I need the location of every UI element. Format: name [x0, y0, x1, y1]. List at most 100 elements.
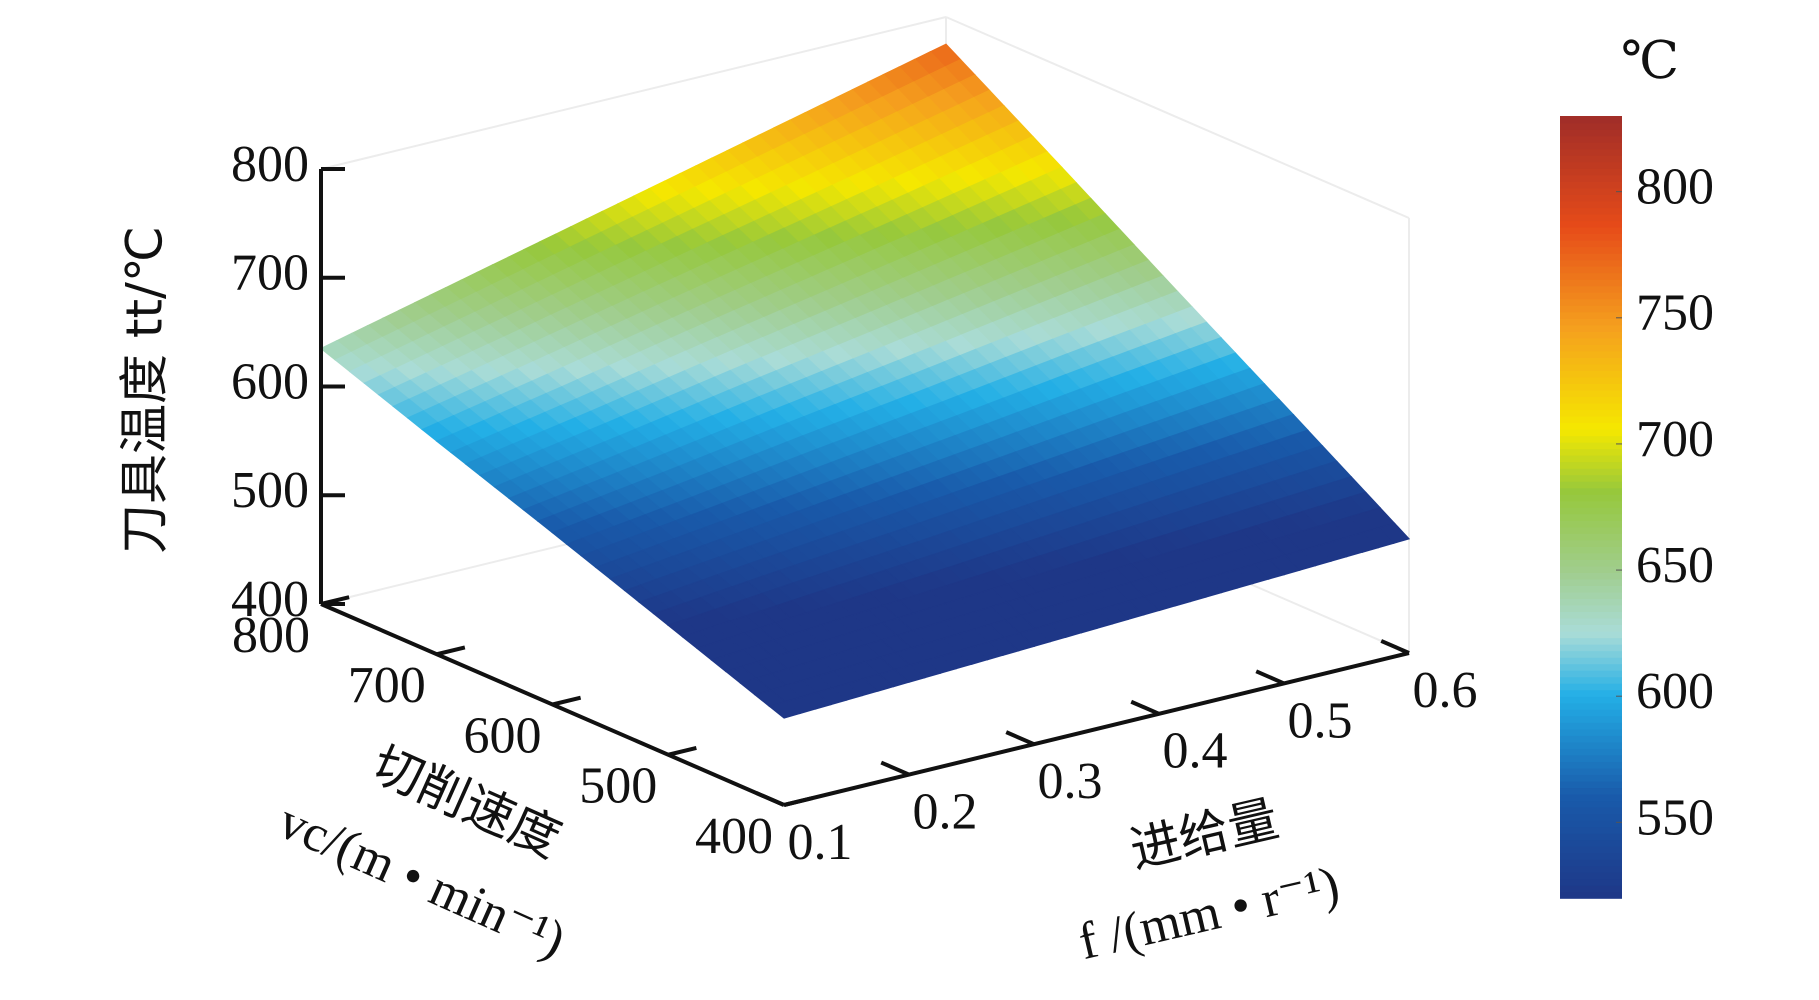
surface [319, 43, 1411, 719]
colorbar-strip [1560, 415, 1622, 424]
colorbar-tick-label: 800 [1636, 159, 1714, 216]
colorbar-strip [1560, 331, 1622, 339]
colorbar-strip [1560, 291, 1622, 300]
y-tick-label: 700 [348, 657, 426, 714]
colorbar-strip [1560, 819, 1622, 828]
y-tick [320, 595, 350, 606]
colorbar-strip [1560, 871, 1622, 880]
colorbar-strip [1560, 226, 1622, 235]
y-tick-label: 500 [579, 758, 657, 815]
x-tick-label: 0.6 [1413, 662, 1478, 719]
colorbar-strip [1560, 357, 1622, 365]
x-tick-label: 0.5 [1288, 692, 1353, 749]
colorbar-strip [1560, 695, 1622, 704]
colorbar-strip [1560, 135, 1622, 143]
colorbar-strip [1560, 285, 1622, 293]
colorbar-strip [1560, 826, 1622, 834]
x-tick [1380, 639, 1410, 655]
colorbar-strip [1560, 617, 1622, 626]
colorbar-strip [1560, 454, 1622, 463]
colorbar-strip [1560, 252, 1622, 261]
x-tick-label: 0.2 [913, 784, 978, 841]
y-tick-label: 400 [695, 808, 773, 865]
colorbar-strip [1560, 389, 1622, 398]
colorbar-strip [1560, 435, 1622, 443]
colorbar-strip [1560, 441, 1622, 450]
colorbar-strip [1560, 604, 1622, 613]
colorbar-strip [1560, 402, 1622, 411]
colorbar-strip [1560, 598, 1622, 606]
colorbar-strip [1560, 155, 1622, 163]
colorbar-strip [1560, 448, 1622, 456]
colorbar-tick-label: 750 [1636, 285, 1714, 342]
colorbar-strip [1560, 663, 1622, 671]
colorbar-strip [1560, 428, 1622, 437]
colorbar-strip [1560, 552, 1622, 560]
colorbar-strip [1560, 546, 1622, 554]
x-tick [1005, 730, 1035, 747]
colorbar-strip [1560, 559, 1622, 567]
y-tick-label: 800 [232, 607, 310, 664]
colorbar-strip [1560, 611, 1622, 619]
colorbar-strip [1560, 630, 1622, 639]
x-tick-label: 0.1 [788, 814, 853, 871]
colorbar-strip [1560, 200, 1622, 209]
colorbar-strip [1560, 643, 1622, 652]
colorbar-strip [1560, 839, 1622, 847]
colorbar-strip [1560, 142, 1622, 150]
colorbar-strip [1560, 174, 1622, 182]
z-tick-label: 500 [231, 462, 309, 519]
colorbar-strip [1560, 194, 1622, 202]
colorbar-strip [1560, 650, 1622, 658]
colorbar-strip [1560, 467, 1622, 476]
colorbar-strip [1560, 891, 1622, 899]
colorbar-strip [1560, 370, 1622, 378]
colorbar-strip [1560, 298, 1622, 306]
colorbar-strip [1560, 676, 1622, 684]
panel-edge [320, 16, 947, 170]
x-tick-label: 0.3 [1038, 753, 1103, 810]
colorbar-strip [1560, 265, 1622, 274]
colorbar-strip [1560, 715, 1622, 723]
colorbar-tick-label: 650 [1636, 537, 1714, 594]
colorbar-strip [1560, 656, 1622, 665]
colorbar-strip [1560, 304, 1622, 313]
colorbar-strip [1560, 637, 1622, 645]
colorbar-strip [1560, 480, 1622, 489]
colorbar-strip [1560, 324, 1622, 332]
colorbar-strip [1560, 474, 1622, 482]
colorbar-strip [1560, 259, 1622, 267]
colorbar-strip [1560, 526, 1622, 534]
colorbar-strip [1560, 493, 1622, 502]
x-axis-line [783, 651, 1410, 807]
colorbar-strip [1560, 845, 1622, 854]
z-tick-label: 600 [231, 353, 309, 410]
y-tick [783, 796, 813, 807]
colorbar-strip [1560, 129, 1622, 137]
colorbar-strip [1560, 533, 1622, 541]
colorbar-strip [1560, 181, 1622, 189]
colorbar-strip [1560, 539, 1622, 547]
colorbar-strip [1560, 487, 1622, 495]
colorbar-strip [1560, 572, 1622, 580]
colorbar-strip [1560, 591, 1622, 600]
colorbar-strip [1560, 396, 1622, 404]
colorbar-strip [1560, 585, 1622, 593]
colorbar-strip [1560, 578, 1622, 586]
y-tick [667, 745, 697, 757]
colorbar-strip [1560, 865, 1622, 873]
x-tick-label: 0.4 [1163, 723, 1228, 780]
colorbar-strip [1560, 116, 1622, 124]
colorbar-strip [1560, 852, 1622, 860]
colorbar-strip [1560, 767, 1622, 775]
colorbar-strip [1560, 220, 1622, 228]
colorbar-strip [1560, 774, 1622, 782]
colorbar-strip [1560, 161, 1622, 169]
colorbar-strip [1560, 233, 1622, 241]
colorbar-strip [1560, 735, 1622, 743]
colorbar-strip [1560, 213, 1622, 222]
colorbar-strip [1560, 702, 1622, 710]
colorbar-strip [1560, 682, 1622, 691]
colorbar-strip [1560, 793, 1622, 802]
colorbar-strip [1560, 709, 1622, 717]
